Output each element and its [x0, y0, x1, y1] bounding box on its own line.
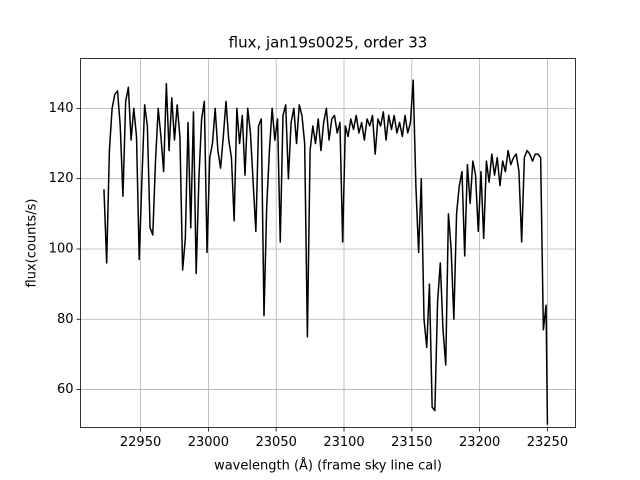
- axes-frame: [80, 58, 576, 428]
- y-tick-label: 140: [49, 101, 74, 116]
- x-tick-label: 22950: [120, 435, 161, 450]
- x-tick-label: 23100: [323, 435, 364, 450]
- y-tick-label: 120: [49, 171, 74, 186]
- x-tick-label: 23050: [256, 435, 297, 450]
- x-tick-label: 23000: [188, 435, 229, 450]
- chart-title: flux, jan19s0025, order 33: [229, 34, 428, 52]
- y-tick-label: 100: [49, 241, 74, 256]
- y-tick-label: 60: [57, 382, 74, 397]
- x-tick-label: 23200: [459, 435, 500, 450]
- x-tick-label: 23150: [391, 435, 432, 450]
- x-tick-label: 23250: [527, 435, 568, 450]
- data-line: [103, 79, 549, 425]
- y-axis-label: flux(counts/s): [25, 199, 40, 288]
- grid: [80, 58, 576, 428]
- y-tick-label: 80: [57, 312, 74, 327]
- x-axis-label: wavelength (Å) (frame sky line cal): [214, 458, 442, 474]
- plot-area: [103, 79, 549, 425]
